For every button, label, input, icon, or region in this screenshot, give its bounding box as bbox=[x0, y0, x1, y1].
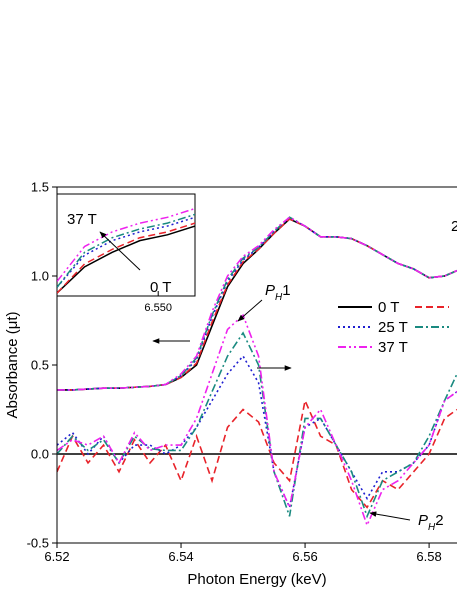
y-tick-label: 1.5 bbox=[31, 180, 49, 195]
arrow-ph1 bbox=[237, 299, 263, 322]
y-axis-label: Absorbance (μt) bbox=[4, 311, 21, 418]
annotation-main: P bbox=[418, 512, 428, 529]
legend: 0 T 25 T 37 T bbox=[338, 299, 449, 356]
series-line bbox=[57, 216, 457, 391]
y-tick-label: 0.0 bbox=[31, 447, 49, 462]
series-line bbox=[57, 213, 195, 288]
x-axis-label: Photon Energy (keV) bbox=[187, 571, 326, 588]
inset-label-37t: 37 T bbox=[67, 211, 97, 228]
series-line bbox=[57, 225, 195, 294]
y-tick-label: 1.0 bbox=[31, 269, 49, 284]
x-tick-label: 6.58 bbox=[416, 549, 441, 564]
series-line bbox=[57, 216, 195, 288]
x-tick-label: 6.52 bbox=[44, 549, 69, 564]
inset-x-tick-label: 6.550 bbox=[144, 302, 172, 314]
series-line bbox=[57, 207, 195, 282]
series-line bbox=[57, 354, 457, 511]
inset-arrow bbox=[99, 231, 141, 271]
series-line bbox=[57, 397, 457, 509]
legend-label: 37 T bbox=[378, 339, 408, 356]
y-tick-label: -0.5 bbox=[27, 536, 49, 551]
axes: -0.5 0.0 0.5 1.0 1.5 6.52 6.54 6.56 6.58 bbox=[27, 180, 442, 565]
legend-label: 25 T bbox=[378, 319, 408, 336]
legend-label: 0 T bbox=[378, 299, 399, 316]
annotation-suffix: 2 bbox=[435, 512, 443, 529]
inset-label-0t: 0 T bbox=[150, 279, 171, 296]
series-line bbox=[57, 331, 457, 519]
annotation-ph1: PH1 bbox=[265, 282, 291, 303]
inset-frame bbox=[56, 193, 196, 297]
annotation-main: P bbox=[265, 282, 275, 299]
inset-axes: 6.550 bbox=[144, 291, 172, 314]
arrow-ph2 bbox=[369, 511, 411, 521]
series-line bbox=[57, 313, 457, 528]
annotation-suffix: 1 bbox=[282, 282, 290, 299]
y-tick-label: 0.5 bbox=[31, 358, 49, 373]
x-tick-label: 6.56 bbox=[292, 549, 317, 564]
annotation-cut: 2 bbox=[451, 218, 457, 235]
main-plot bbox=[57, 216, 457, 528]
series-line bbox=[57, 222, 195, 294]
x-tick-label: 6.54 bbox=[168, 549, 193, 564]
annotation-sub: H bbox=[275, 292, 283, 303]
inset-plot bbox=[57, 207, 195, 294]
annotation-sub: H bbox=[428, 522, 436, 533]
annotation-ph2: PH2 bbox=[418, 512, 444, 533]
